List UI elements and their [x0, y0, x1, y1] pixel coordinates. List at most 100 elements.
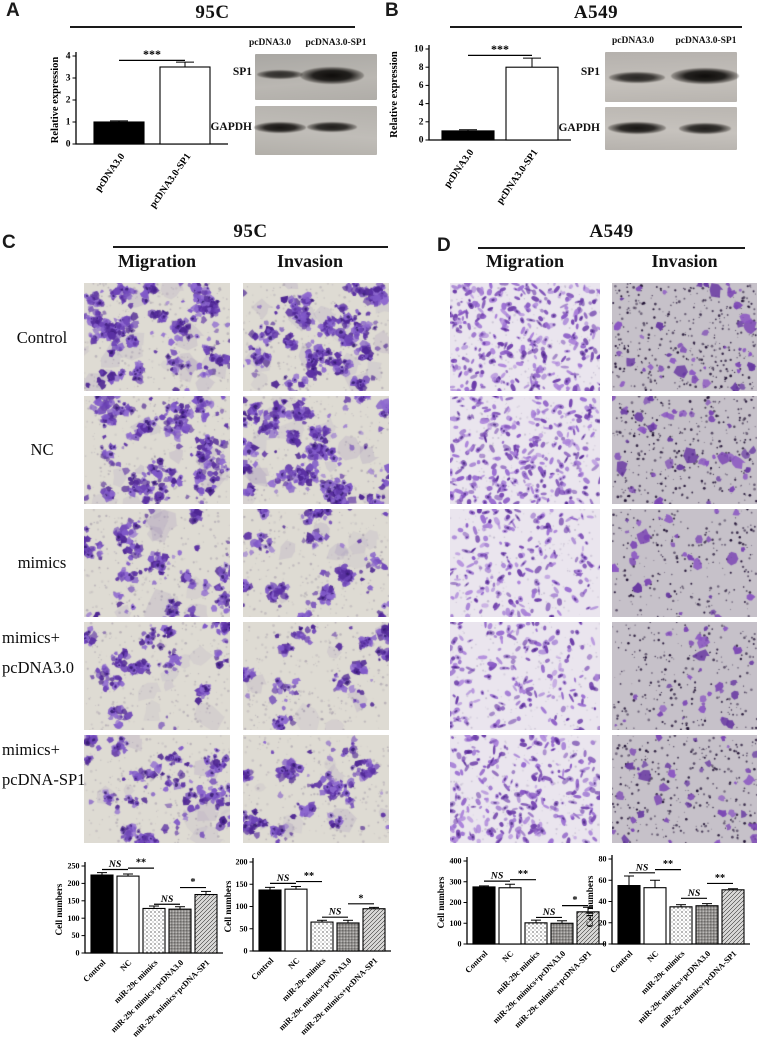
y-tick-label: 60	[599, 876, 607, 885]
panel-b-gapdh-label: GAPDH	[558, 122, 600, 134]
panel-d-migration-chart: 0 100 200 300 400 Cell numbers Control NC miR-29…	[412, 855, 627, 1037]
bar-pcDNA3.0-SP1	[505, 66, 559, 141]
a-sp1-band-2	[300, 66, 364, 84]
significance-label: ***	[491, 42, 509, 56]
row-label-line: pcDNA-SP1	[2, 770, 86, 789]
panel-a-title-rule	[70, 26, 355, 28]
panel-b-blot-lane1-label: pcDNA3.0	[612, 36, 654, 46]
row-label-line: mimics+	[2, 628, 60, 647]
micrograph-D-migration-mimics-pcdna3-0	[450, 622, 600, 730]
micrograph-C-migration-mimics	[84, 509, 230, 617]
y-tick-label: 250	[68, 862, 80, 871]
panel-a-sp1-label: SP1	[232, 66, 252, 78]
micrograph-C-invasion-mimics-pcdna-sp1	[243, 735, 389, 843]
b-gapdh-band-1	[608, 122, 666, 134]
bar-NC	[284, 888, 308, 952]
bar-Control	[617, 885, 641, 945]
a-gapdh-band-1	[254, 121, 306, 133]
b-sp1-band-2	[671, 68, 739, 84]
a-gapdh-band-2	[307, 122, 357, 132]
y-tick-label: 80	[599, 855, 607, 864]
micrograph-D-migration-control	[450, 283, 600, 391]
x-category-label: NC	[646, 949, 661, 964]
bar-pcDNA3.0	[441, 130, 495, 141]
b-gapdh-band-2	[679, 122, 731, 134]
bar-Control	[258, 889, 282, 952]
micrograph-D-invasion-mimics	[612, 509, 757, 617]
panel-d-letter: D	[437, 235, 451, 256]
A-expression-svg: 0 1 2 3 4 Relative expression pcDNA3.0 pcDNA3.0…	[50, 47, 228, 210]
micrograph-C-migration-mimics-pcdna-sp1	[84, 735, 230, 843]
significance-label: **	[304, 871, 314, 882]
x-category-label: Control	[609, 949, 635, 975]
significance-label: NS	[635, 862, 649, 873]
y-tick-label: 50	[72, 931, 80, 940]
significance-label: NS	[542, 907, 556, 918]
significance-label: NS	[490, 871, 504, 882]
panel-c-invasion-header: Invasion	[276, 251, 344, 271]
y-tick-label: 100	[450, 919, 462, 928]
a-sp1-band-1	[257, 69, 303, 79]
y-tick-label: 0	[603, 940, 607, 949]
y-tick-label: 300	[450, 877, 462, 886]
panel-b-sp1-blot	[605, 52, 739, 102]
y-tick-label: 6	[419, 81, 424, 91]
significance-label: **	[663, 859, 673, 870]
x-category-label: pcDNA3.0-SP1	[495, 147, 541, 206]
y-tick-label: 2	[419, 117, 424, 127]
micrograph-D-invasion-mimics-pcdna3-0	[612, 622, 757, 730]
panel-a-letter: A	[6, 0, 20, 21]
y-tick-label: 400	[450, 857, 462, 866]
row-label-line: pcDNA3.0	[2, 658, 74, 677]
panel-a-blot-lane2-label: pcDNA3.0-SP1	[305, 38, 367, 48]
y-axis-label: Relative expression	[50, 57, 61, 144]
significance-label: *	[190, 877, 195, 888]
y-tick-label: 0	[66, 140, 71, 150]
x-category-label: pcDNA3.0-SP1	[148, 151, 194, 210]
micrograph-C-invasion-mimics	[243, 509, 389, 617]
micrograph-D-invasion-control	[612, 283, 757, 391]
y-tick-label: 100	[236, 902, 248, 911]
panel-b-letter: B	[385, 0, 399, 21]
panel-c-migration-chart: 0 50 100 150 200 250 Cell numbers Control NC miR-…	[30, 855, 245, 1037]
x-category-label: pcDNA3.0	[442, 147, 476, 189]
x-category-label: pcDNA3.0	[93, 151, 127, 193]
significance-label: *	[358, 893, 363, 904]
micrograph-C-migration-mimics-pcdna3-0	[84, 622, 230, 730]
y-axis-label: Cell numbers	[54, 883, 64, 935]
B-expression-svg: 0 2 4 6 8 10 Relative expression pcDNA3.0 pcDNA3…	[389, 42, 571, 206]
panel-d-title-rule	[478, 247, 745, 249]
micrograph-C-invasion-control	[243, 283, 389, 391]
y-tick-label: 150	[236, 880, 248, 889]
panel-b-title-rule	[450, 26, 742, 28]
y-tick-label: 2	[66, 96, 71, 106]
panel-d-migration-header: Migration	[486, 251, 564, 271]
bar-NC	[116, 875, 140, 954]
panel-b-gapdh-blot	[605, 107, 737, 150]
x-category-label: NC	[119, 958, 134, 973]
bar-miR-29c mimics+pcDNA-SP1	[362, 908, 386, 952]
panel-a-title: 95C	[195, 2, 230, 23]
bar-miR-29c mimics+pcDNA-SP1	[576, 911, 600, 945]
significance-label: NS	[687, 888, 701, 899]
y-tick-label: 100	[68, 914, 80, 923]
x-category-label: NC	[287, 956, 302, 971]
bar-miR-29c mimics	[310, 921, 334, 952]
y-tick-label: 40	[599, 897, 607, 906]
y-tick-label: 4	[419, 99, 424, 109]
y-tick-label: 50	[240, 924, 248, 933]
y-axis-label: Cell numbers	[585, 875, 595, 927]
y-tick-label: 150	[68, 896, 80, 905]
panel-d-invasion-header: Invasion	[651, 251, 718, 271]
panel-c-title-rule	[113, 246, 388, 248]
y-axis-label: Cell numbers	[223, 880, 233, 932]
y-tick-label: 4	[66, 52, 71, 62]
bar-miR-29c mimics+pcDNA-SP1	[194, 893, 218, 954]
panel-a-expression-chart: 0 1 2 3 4 Relative expression pcDNA3.0 pcDNA3.0…	[40, 28, 250, 213]
bar-NC	[498, 887, 522, 945]
row-label-nc: NC	[30, 440, 54, 459]
